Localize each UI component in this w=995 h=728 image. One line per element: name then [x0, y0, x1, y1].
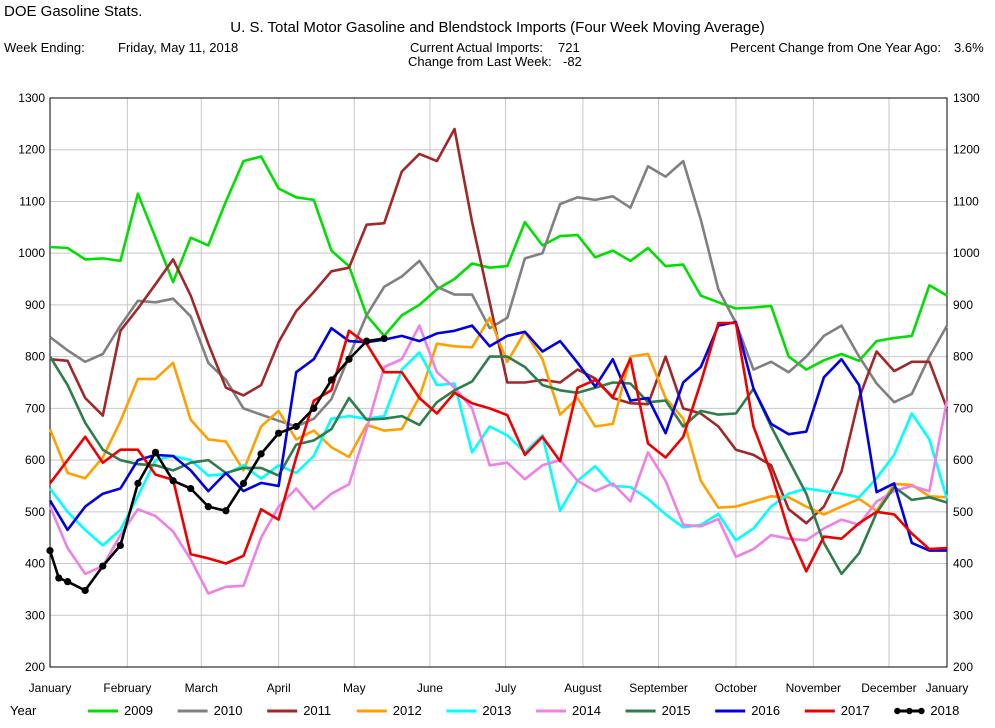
series-line-2015 — [48, 355, 948, 576]
x-tick-label: October — [715, 681, 758, 695]
data-point-2018 — [151, 448, 160, 456]
y-tick-label-right: 300 — [953, 608, 973, 622]
y-tick-label-right: 1300 — [953, 91, 980, 105]
series-lines — [46, 127, 949, 595]
data-point-2018 — [55, 574, 63, 582]
legend-marker-2018 — [906, 707, 913, 715]
y-tick-label-left: 1000 — [18, 246, 45, 260]
y-tick-label-right: 1200 — [953, 143, 980, 157]
y-tick-label-left: 900 — [25, 298, 45, 312]
y-tick-label-left: 500 — [25, 505, 45, 519]
x-tick-label: May — [343, 681, 366, 695]
y-tick-label-right: 1100 — [953, 194, 979, 208]
y-tick-label-left: 700 — [25, 401, 45, 415]
week-ending-label: Week Ending: — [4, 40, 85, 55]
x-tick-label: February — [103, 681, 151, 695]
y-tick-label-left: 300 — [25, 608, 45, 622]
app-title: DOE Gasoline Stats. — [4, 3, 143, 20]
x-tick-label: June — [417, 681, 443, 695]
plot-frame — [49, 97, 948, 668]
x-tick-label: March — [185, 681, 218, 695]
series-line-2014 — [48, 324, 949, 595]
data-point-2018 — [187, 484, 195, 493]
data-point-2018 — [63, 578, 72, 586]
y-tick-label-left: 400 — [25, 557, 45, 571]
current-imports-value: 721 — [558, 40, 580, 55]
series-line-2017 — [48, 321, 948, 573]
data-point-2018 — [81, 586, 89, 595]
y-tick-label-right: 900 — [953, 298, 973, 312]
legend-label-2013: 2013 — [482, 703, 511, 718]
series-line-2016 — [48, 320, 947, 552]
pct-change-value: 3.6% — [954, 40, 984, 55]
x-tick-label: January — [926, 681, 969, 695]
data-point-2018 — [292, 422, 300, 431]
x-tick-label: December — [861, 681, 916, 695]
chart-title: U. S. Total Motor Gasoline and Blendstoc… — [230, 19, 765, 36]
data-point-2018 — [222, 507, 230, 515]
y-tick-label-right: 400 — [953, 557, 973, 571]
y-tick-label-right: 500 — [953, 505, 973, 519]
y-tick-label-left: 600 — [25, 453, 45, 467]
series-line-2018 — [48, 337, 385, 592]
legend-label-2010: 2010 — [214, 703, 243, 718]
change-value: -82 — [563, 54, 582, 69]
x-tick-label: April — [267, 681, 291, 695]
series-line-2013 — [48, 351, 949, 547]
grid-lines — [49, 97, 948, 668]
legend-label-2016: 2016 — [751, 703, 780, 718]
legend: Year 2009 2010 2011 2012 2013 2014 2015 2016 2017… — [10, 703, 959, 718]
data-point-2018 — [204, 503, 212, 511]
y-tick-label-left: 1200 — [18, 143, 45, 157]
data-point-2018 — [169, 477, 177, 485]
data-point-2018 — [46, 547, 54, 555]
week-ending-value: Friday, May 11, 2018 — [118, 40, 239, 55]
data-point-2018 — [275, 429, 283, 437]
legend-label-2014: 2014 — [572, 703, 601, 718]
x-tick-label: August — [564, 681, 602, 695]
legend-label-2015: 2015 — [662, 703, 691, 718]
y-tick-label-left: 800 — [25, 350, 45, 364]
y-tick-label-right: 600 — [953, 453, 973, 467]
x-tick-label: September — [629, 681, 688, 695]
legend-label-2009: 2009 — [124, 703, 153, 718]
x-tick-label: July — [495, 681, 516, 695]
x-tick-label: January — [29, 681, 72, 695]
data-point-2018 — [239, 479, 248, 487]
data-point-2018 — [99, 562, 107, 570]
pct-change-label: Percent Change from One Year Ago: — [730, 40, 942, 55]
y-tick-label-left: 1300 — [18, 91, 45, 105]
y-tick-label-left: 1100 — [19, 194, 45, 208]
y-tick-label-right: 700 — [953, 401, 973, 415]
y-tick-label-right: 800 — [953, 350, 973, 364]
data-point-2018 — [310, 404, 318, 412]
series-line-2010 — [49, 159, 949, 428]
legend-title: Year — [10, 703, 37, 718]
change-label: Change from Last Week: — [408, 54, 552, 69]
legend-label-2011: 2011 — [303, 703, 331, 718]
data-point-2018 — [116, 541, 124, 550]
data-point-2018 — [134, 479, 142, 487]
legend-label-2017: 2017 — [841, 703, 870, 718]
legend-label-2012: 2012 — [393, 703, 422, 718]
data-point-2018 — [257, 450, 265, 458]
legend-marker-2018 — [918, 707, 925, 715]
axis-ticks: 200 200 300 300 400 400 500 500 600 600 700 700 800 8… — [18, 91, 980, 695]
x-tick-label: November — [786, 681, 841, 695]
data-point-2018 — [327, 376, 336, 384]
legend-label-2018: 2018 — [930, 703, 959, 718]
data-point-2018 — [380, 334, 388, 343]
y-tick-label-right: 1000 — [953, 246, 980, 260]
y-tick-label-right: 200 — [953, 660, 973, 674]
data-point-2018 — [362, 337, 371, 345]
y-tick-label-left: 200 — [25, 660, 45, 674]
current-imports-label: Current Actual Imports: — [410, 40, 543, 55]
legend-marker-2018 — [894, 707, 901, 715]
data-point-2018 — [345, 355, 353, 363]
